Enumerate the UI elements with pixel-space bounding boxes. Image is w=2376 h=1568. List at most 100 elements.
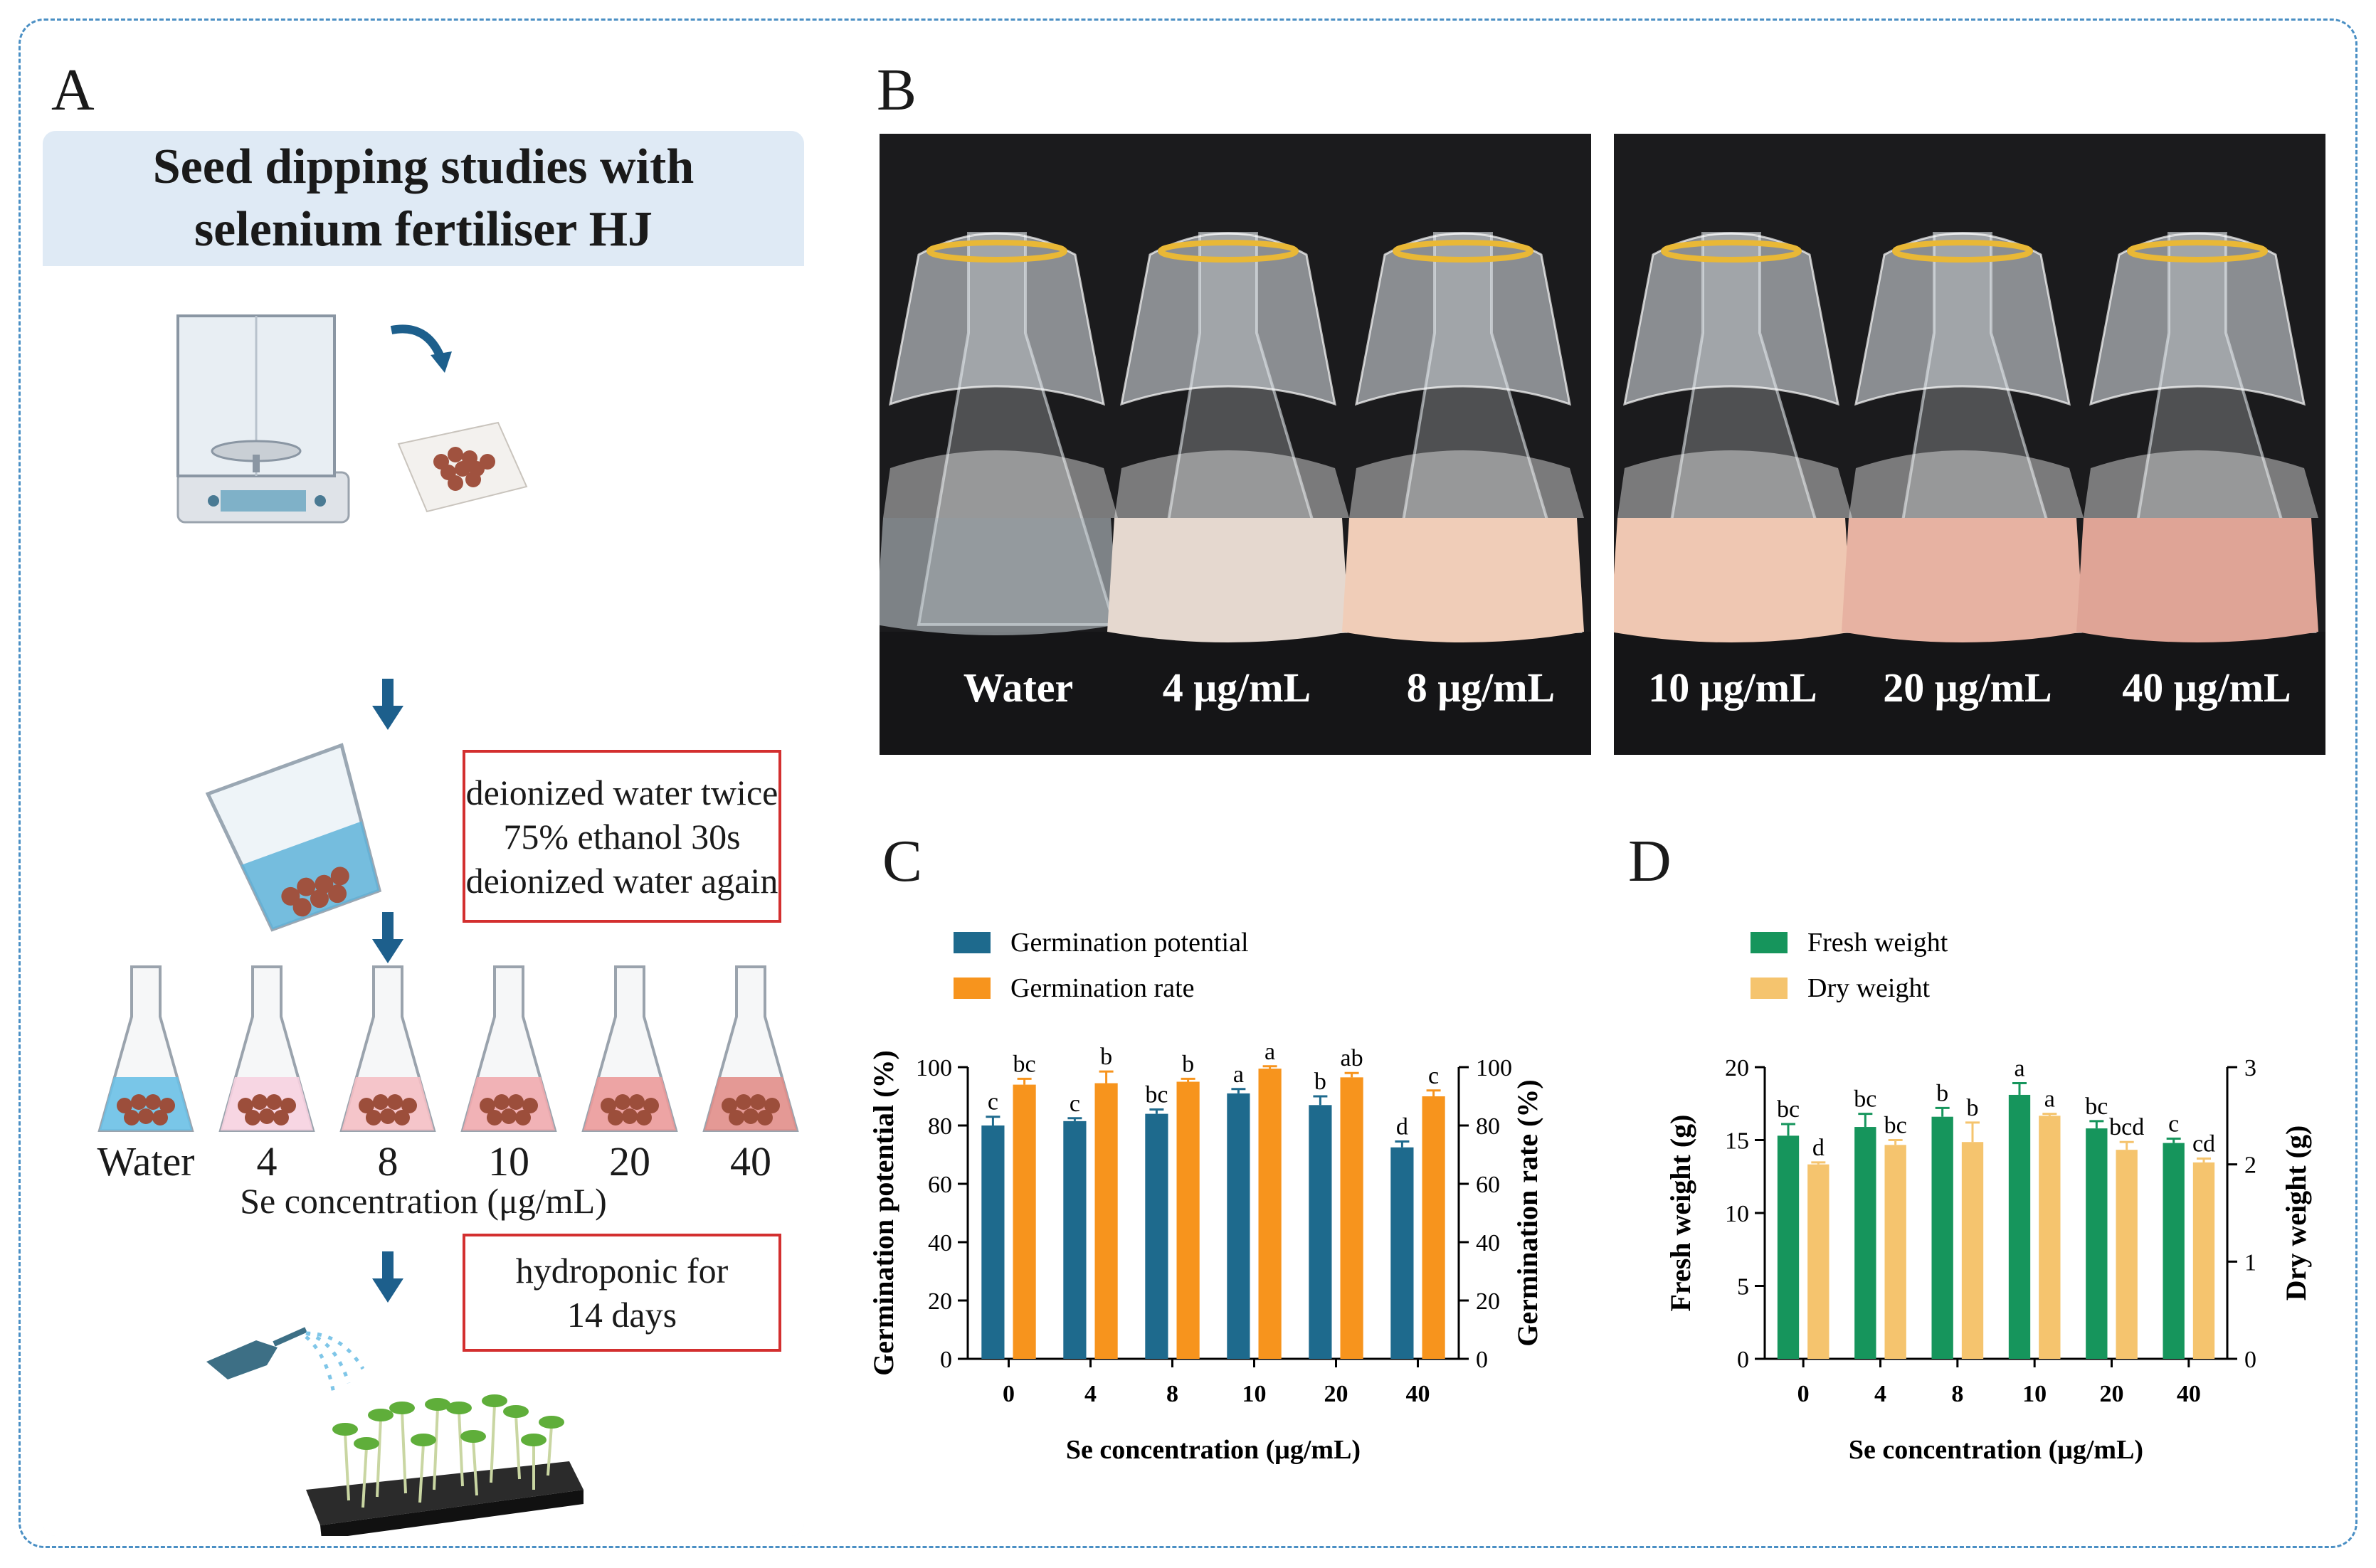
significance-letter: b: [1314, 1069, 1326, 1095]
y-tick-label-left: 80: [928, 1113, 952, 1140]
y-tick-label-left: 0: [940, 1347, 952, 1373]
y-tick-label-left: 40: [928, 1230, 952, 1256]
significance-letter: c: [1070, 1091, 1080, 1117]
seed: [629, 1094, 645, 1110]
significance-letter: c: [2168, 1111, 2179, 1137]
seed: [117, 1098, 132, 1113]
seed: [643, 1098, 659, 1113]
seed: [487, 1110, 502, 1125]
bar: [1176, 1081, 1200, 1359]
y-axis-title-right: Germination rate (%): [1511, 1079, 1543, 1346]
flask-upper-glass: [1617, 450, 1852, 518]
significance-letter: d: [1812, 1135, 1825, 1161]
hydroponic-step-box: hydroponic for 14 days: [463, 1234, 781, 1352]
photo-flask: [2076, 232, 2318, 642]
plastic-wrap: [1120, 232, 1336, 406]
bar: [2116, 1150, 2138, 1359]
flask-upper-glass: [1114, 450, 1349, 518]
protocol-panel: Seed dipping studies with selenium ferti…: [43, 131, 804, 1536]
seed: [750, 1094, 766, 1110]
wash-step-box: deionized water twice 75% ethanol 30s de…: [463, 750, 781, 923]
bar: [1807, 1164, 1829, 1359]
x-tick-label: 40: [1406, 1381, 1430, 1407]
y-tick-label-left: 20: [928, 1288, 952, 1315]
flask-label: 40: [730, 1138, 771, 1185]
flask-photo-right: 10 μg/mL 20 μg/mL 40 μg/mL: [1614, 134, 2325, 755]
figure-frame: [19, 18, 2357, 1548]
photo-floor: [1614, 632, 2325, 755]
seed: [601, 1098, 616, 1113]
significance-letter: b: [1182, 1051, 1194, 1077]
flask-liquid: [1342, 518, 1584, 642]
y-tick-label-left: 15: [1725, 1128, 1749, 1155]
seed: [622, 1108, 638, 1124]
significance-letter: d: [1396, 1114, 1408, 1140]
photo-floor: [880, 632, 1591, 755]
hydro-step-line: 14 days: [566, 1295, 677, 1335]
x-tick-label: 10: [1242, 1381, 1267, 1407]
seed: [515, 1110, 531, 1125]
flask-label: 4: [256, 1138, 278, 1185]
seed: [380, 1108, 396, 1124]
bar: [981, 1125, 1005, 1359]
bar: [1931, 1116, 1953, 1359]
seed: [480, 1098, 495, 1113]
seed: [252, 1094, 268, 1110]
seed: [366, 1110, 381, 1125]
seedling-tray-illustration: [206, 1327, 584, 1536]
legend-label: Germination potential: [1010, 928, 1249, 958]
significance-letter: bc: [1145, 1081, 1168, 1108]
seed: [238, 1098, 253, 1113]
x-tick-label: 0: [1797, 1381, 1810, 1407]
y-tick-label-right: 3: [2244, 1055, 2256, 1081]
seed: [124, 1110, 139, 1125]
bar: [1094, 1083, 1118, 1359]
plastic-wrap: [1355, 232, 1571, 406]
rubber-band: [1158, 240, 1299, 263]
significance-letter: cd: [2192, 1130, 2215, 1157]
panel-label-b: B: [877, 57, 917, 123]
x-tick-label: 40: [2177, 1381, 2201, 1407]
rubber-band: [1892, 240, 2033, 263]
seed: [159, 1098, 175, 1113]
y-tick-label-right: 1: [2244, 1249, 2256, 1276]
seed: [615, 1094, 630, 1110]
bar: [1390, 1147, 1414, 1359]
seed: [494, 1094, 509, 1110]
flask-photo-left: Water 4 μg/mL 8 μg/mL: [880, 134, 1591, 755]
legend-swatch: [954, 978, 991, 999]
bar: [1258, 1069, 1282, 1359]
chart-weight: Fresh weight Dry weight 0 5 10 15 20 0 1 2 3 Fresh …: [1664, 928, 2312, 1465]
protocol-body: deionized water twice 75% ethanol 30s de…: [43, 266, 804, 1536]
protocol-title: Seed dipping studies with selenium ferti…: [43, 131, 804, 266]
significance-letter: b: [1936, 1080, 1948, 1106]
flask-photo-right-image: [1614, 232, 2325, 755]
bar: [1777, 1135, 1800, 1359]
seed: [259, 1108, 275, 1124]
seed: [764, 1098, 780, 1113]
panel-label-a: A: [51, 57, 95, 123]
y-tick-label-right: 80: [1476, 1113, 1500, 1140]
significance-letter: bc: [1854, 1086, 1876, 1113]
y-tick-label-right: 100: [1476, 1055, 1512, 1081]
bar: [1422, 1096, 1445, 1359]
seed: [273, 1110, 289, 1125]
flask-label: Water: [97, 1138, 195, 1185]
plastic-wrap: [889, 232, 1105, 406]
seed: [131, 1094, 147, 1110]
bar: [2039, 1116, 2061, 1359]
seed: [359, 1098, 374, 1113]
y-tick-label-right: 60: [1476, 1172, 1500, 1198]
seed: [373, 1094, 389, 1110]
x-axis-title: Se concentration (μg/mL): [1849, 1435, 2143, 1465]
panel-label-d: D: [1628, 828, 1672, 894]
seed: [736, 1094, 751, 1110]
flask-icon: [97, 965, 194, 1132]
bar: [1340, 1077, 1363, 1359]
significance-letter: bcd: [2109, 1114, 2144, 1140]
significance-letter: ab: [1341, 1045, 1363, 1071]
flask-icon: [702, 965, 799, 1132]
significance-letter: c: [1428, 1063, 1439, 1089]
y-tick-label-right: 40: [1476, 1230, 1500, 1256]
flask-liquid: [1107, 518, 1349, 642]
